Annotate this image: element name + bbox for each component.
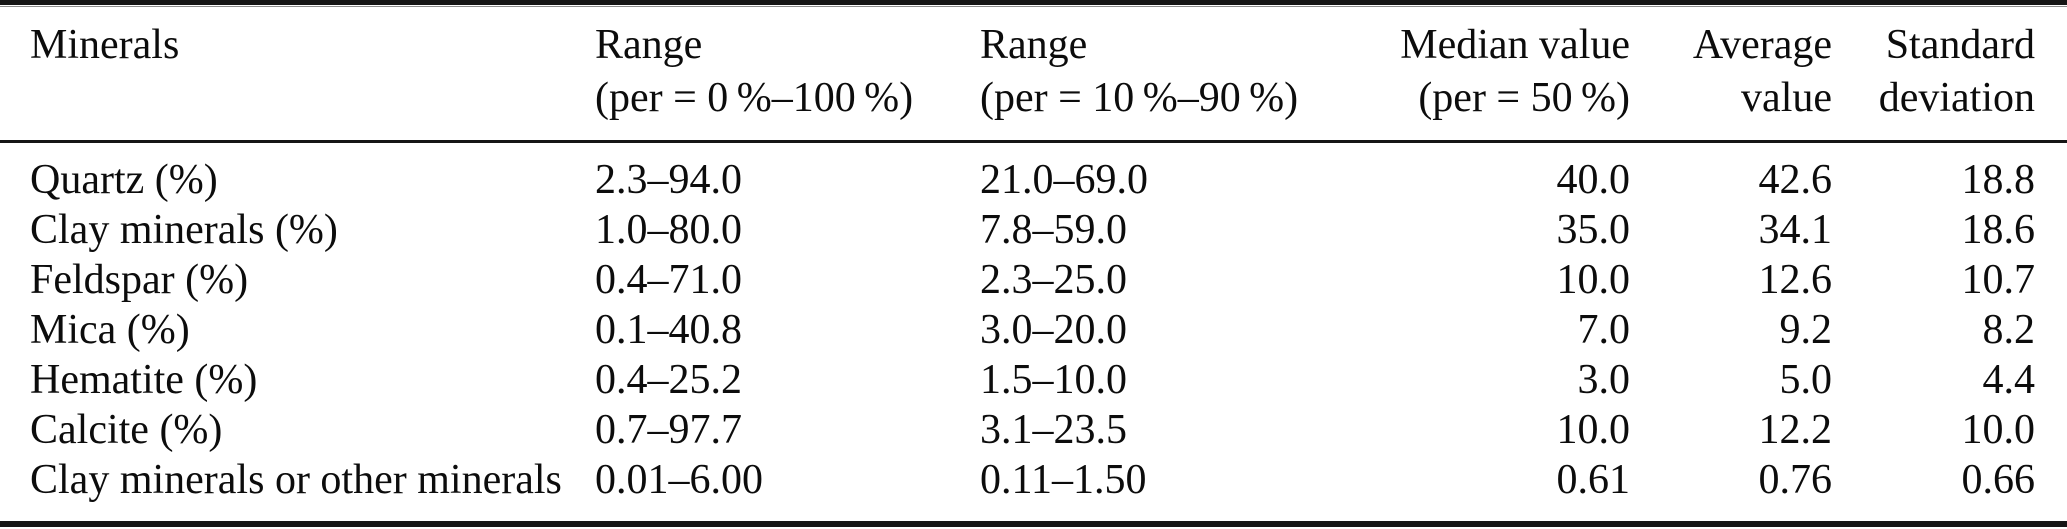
cell-mineral: Calcite (%)	[30, 407, 223, 453]
table-row: Calcite (%) 0.7–97.7 3.1–23.5 10.0 12.2 …	[0, 405, 2067, 455]
column-header-standard-deviation: Standard deviation	[1832, 7, 2067, 143]
table-row: Clay minerals or other minerals 0.01–6.0…	[0, 455, 2067, 521]
cell-median: 35.0	[1556, 207, 1631, 253]
cell-median: 0.61	[1556, 457, 1631, 503]
column-header-average-value: Average value	[1630, 7, 1832, 143]
cell-range-10-90: 7.8–59.0	[980, 207, 1127, 253]
cell-median: 40.0	[1556, 157, 1631, 203]
table-row: Mica (%) 0.1–40.8 3.0–20.0 7.0 9.2 8.2	[0, 305, 2067, 355]
cell-range-10-90: 0.11–1.50	[980, 457, 1147, 503]
cell-std-deviation: 0.66	[1961, 457, 2036, 503]
cell-average: 5.0	[1779, 357, 1833, 403]
cell-mineral: Quartz (%)	[30, 157, 218, 203]
header-line: (per = 0 %–100 %)	[595, 75, 914, 121]
cell-std-deviation: 18.8	[1961, 157, 2036, 203]
header-line: Median value	[1400, 22, 1630, 68]
header-line: Average	[1692, 22, 1832, 68]
mineral-statistics-table: Minerals Range (per = 0 %–100 %) Range (…	[0, 7, 2067, 521]
cell-std-deviation: 10.7	[1961, 257, 2036, 303]
header-line: Range	[980, 22, 1088, 68]
table-header: Minerals Range (per = 0 %–100 %) Range (…	[0, 7, 2067, 143]
table-row: Clay minerals (%) 1.0–80.0 7.8–59.0 35.0…	[0, 205, 2067, 255]
cell-average: 12.6	[1758, 257, 1833, 303]
cell-median: 10.0	[1556, 257, 1631, 303]
cell-range-10-90: 3.0–20.0	[980, 307, 1127, 353]
cell-mineral: Hematite (%)	[30, 357, 258, 403]
table-body: Quartz (%) 2.3–94.0 21.0–69.0 40.0 42.6 …	[0, 142, 2067, 522]
cell-std-deviation: 18.6	[1961, 207, 2036, 253]
cell-mineral: Mica (%)	[30, 307, 190, 353]
table-row: Quartz (%) 2.3–94.0 21.0–69.0 40.0 42.6 …	[0, 142, 2067, 206]
cell-range-10-90: 21.0–69.0	[980, 157, 1148, 203]
cell-average: 34.1	[1758, 207, 1833, 253]
header-line: Range	[595, 22, 703, 68]
cell-std-deviation: 8.2	[1982, 307, 2036, 353]
cell-mineral: Clay minerals (%)	[30, 207, 338, 253]
cell-range-0-100: 0.01–6.00	[595, 457, 763, 503]
cell-range-0-100: 2.3–94.0	[595, 157, 742, 203]
cell-std-deviation: 10.0	[1961, 407, 2036, 453]
header-line: (per = 50 %)	[1418, 75, 1630, 121]
header-line: (per = 10 %–90 %)	[980, 75, 1299, 121]
cell-range-0-100: 0.1–40.8	[595, 307, 742, 353]
column-header-range-10-90: Range (per = 10 %–90 %)	[980, 7, 1365, 143]
cell-average: 42.6	[1758, 157, 1833, 203]
cell-mineral: Clay minerals or other minerals	[30, 457, 562, 503]
cell-range-0-100: 0.4–71.0	[595, 257, 742, 303]
cell-range-0-100: 0.4–25.2	[595, 357, 742, 403]
header-line: Minerals	[30, 22, 180, 68]
cell-average: 12.2	[1758, 407, 1833, 453]
cell-median: 7.0	[1577, 307, 1631, 353]
column-header-range-0-100: Range (per = 0 %–100 %)	[595, 7, 980, 143]
cell-range-10-90: 2.3–25.0	[980, 257, 1127, 303]
cell-mineral: Feldspar (%)	[30, 257, 249, 303]
cell-range-0-100: 0.7–97.7	[595, 407, 742, 453]
column-header-minerals: Minerals	[0, 7, 595, 143]
header-row: Minerals Range (per = 0 %–100 %) Range (…	[0, 7, 2067, 143]
cell-median: 10.0	[1556, 407, 1631, 453]
header-line: deviation	[1878, 75, 2035, 121]
header-line: Standard	[1885, 22, 2035, 68]
table-top-rule	[0, 0, 2067, 5]
cell-range-0-100: 1.0–80.0	[595, 207, 742, 253]
table-bottom-rule	[0, 521, 2067, 527]
column-header-median-value: Median value (per = 50 %)	[1365, 7, 1630, 143]
table-top-rule-thin	[0, 6, 2067, 7]
cell-range-10-90: 3.1–23.5	[980, 407, 1127, 453]
table-row: Hematite (%) 0.4–25.2 1.5–10.0 3.0 5.0 4…	[0, 355, 2067, 405]
cell-average: 0.76	[1758, 457, 1833, 503]
cell-average: 9.2	[1779, 307, 1833, 353]
cell-std-deviation: 4.4	[1982, 357, 2036, 403]
cell-range-10-90: 1.5–10.0	[980, 357, 1127, 403]
cell-median: 3.0	[1577, 357, 1631, 403]
table-row: Feldspar (%) 0.4–71.0 2.3–25.0 10.0 12.6…	[0, 255, 2067, 305]
header-line: value	[1741, 75, 1832, 121]
